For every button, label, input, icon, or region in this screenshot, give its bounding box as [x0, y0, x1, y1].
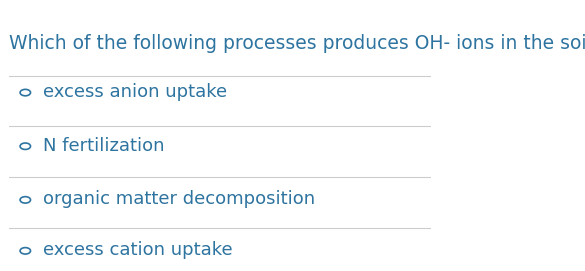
Text: excess anion uptake: excess anion uptake [43, 83, 227, 101]
Text: excess cation uptake: excess cation uptake [43, 241, 232, 259]
Text: N fertilization: N fertilization [43, 137, 164, 155]
Text: organic matter decomposition: organic matter decomposition [43, 190, 315, 208]
Text: Which of the following processes produces OH- ions in the soil?: Which of the following processes produce… [9, 34, 585, 53]
